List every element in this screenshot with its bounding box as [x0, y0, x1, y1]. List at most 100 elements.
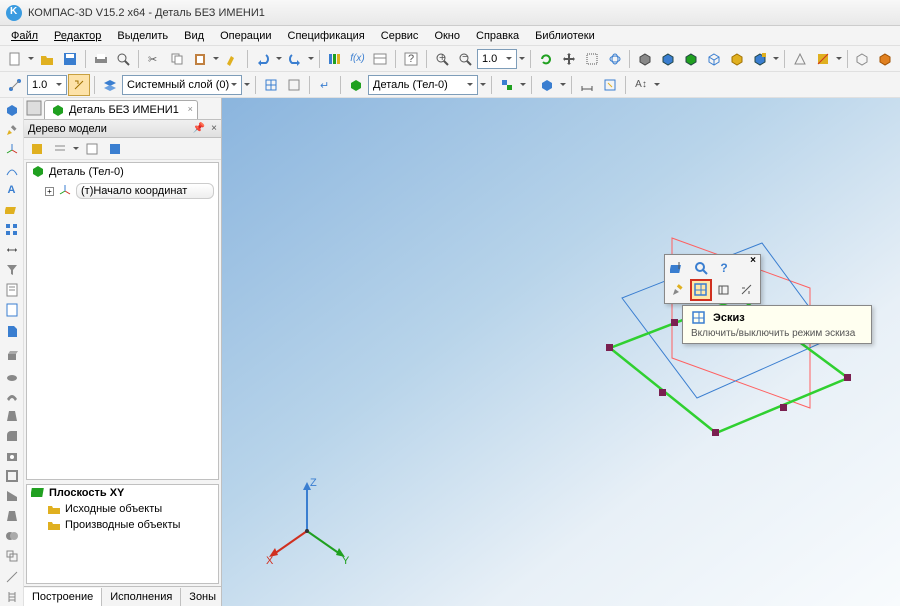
undo-btn[interactable] [252, 48, 274, 70]
print-btn[interactable] [90, 48, 112, 70]
vars-btn[interactable] [369, 48, 391, 70]
zoom-window-btn[interactable] [581, 48, 603, 70]
vt-report-icon[interactable] [2, 301, 22, 320]
tab-zones[interactable]: Зоны [181, 588, 225, 606]
tree-tool-4[interactable] [104, 138, 126, 160]
vt-loft-icon[interactable] [2, 406, 22, 425]
model-tree[interactable]: Деталь (Тел-0) + (т)Начало координат [26, 162, 219, 480]
ctx-pencil-icon[interactable] [667, 279, 689, 301]
render-btn[interactable] [496, 74, 518, 96]
vt-curve-icon[interactable] [2, 160, 22, 179]
vt-sweep-icon[interactable] [2, 386, 22, 405]
part-combo[interactable]: Деталь (Тел-0) [368, 75, 478, 95]
prop-btn[interactable]: ? [400, 48, 422, 70]
new-drop[interactable] [27, 57, 35, 60]
text-btn[interactable]: A↕ [630, 74, 652, 96]
menu-libraries[interactable]: Библиотеки [528, 28, 602, 44]
menu-spec[interactable]: Спецификация [281, 28, 372, 44]
vt-filter-icon[interactable] [2, 261, 22, 280]
pin-icon[interactable]: 📌 [193, 123, 205, 134]
snap-btn[interactable] [68, 74, 90, 96]
expand-icon[interactable]: + [45, 187, 54, 196]
menu-help[interactable]: Справка [469, 28, 526, 44]
simplify-btn[interactable] [852, 48, 874, 70]
vt-scale-icon[interactable] [2, 547, 22, 566]
rotate-btn[interactable] [604, 48, 626, 70]
vt-array-icon[interactable] [2, 221, 22, 240]
menu-select[interactable]: Выделить [110, 28, 175, 44]
shade-drop[interactable] [559, 83, 567, 86]
part-icon[interactable] [345, 74, 367, 96]
open-btn[interactable] [36, 48, 58, 70]
vt-edit-icon[interactable] [2, 120, 22, 139]
cut-btn[interactable]: ✂ [143, 48, 165, 70]
tab-nav-icon[interactable] [26, 100, 42, 116]
vt-fillet-icon[interactable] [2, 426, 22, 445]
menu-edit[interactable]: Редактор [47, 28, 108, 44]
sketch2-btn[interactable] [283, 74, 305, 96]
tab-build[interactable]: Построение [24, 588, 102, 606]
lower-child-2[interactable]: Производные объекты [27, 517, 218, 533]
section-btn[interactable] [812, 48, 834, 70]
ctx-sketch-icon[interactable] [690, 279, 712, 301]
pan-btn[interactable] [558, 48, 580, 70]
iso-drop[interactable] [772, 57, 780, 60]
tree-root[interactable]: Деталь (Тел-0) [27, 163, 218, 181]
ctx-zoom-icon[interactable] [690, 257, 712, 279]
iso4-btn[interactable] [703, 48, 725, 70]
sketch-mode-btn[interactable] [599, 74, 621, 96]
layer-combo[interactable]: Системный слой (0) [122, 75, 242, 95]
redo-btn[interactable] [284, 48, 306, 70]
shade-btn[interactable] [536, 74, 558, 96]
text-drop[interactable] [653, 83, 661, 86]
lower-child-1[interactable]: Исходные объекты [27, 501, 218, 517]
ctx-tool4-icon[interactable] [736, 279, 758, 301]
menu-window[interactable]: Окно [427, 28, 467, 44]
scale-combo[interactable]: 1.0 [27, 75, 67, 95]
cube-orange-btn[interactable] [874, 48, 896, 70]
tree-tool-3[interactable] [81, 138, 103, 160]
menu-view[interactable]: Вид [177, 28, 211, 44]
part-drop[interactable] [479, 83, 487, 86]
paste-drop[interactable] [212, 57, 220, 60]
zoom-in-btn[interactable]: + [431, 48, 453, 70]
iso3-btn[interactable] [680, 48, 702, 70]
persp-btn[interactable] [789, 48, 811, 70]
ctx-close-icon[interactable]: × [748, 255, 758, 266]
vt-draft-icon[interactable] [2, 507, 22, 526]
tool-a-btn[interactable]: ↵ [314, 74, 336, 96]
vt-shell-icon[interactable] [2, 466, 22, 485]
vt-surface-icon[interactable] [2, 200, 22, 219]
tab-exec[interactable]: Исполнения [102, 588, 181, 606]
vt-hole-icon[interactable] [2, 446, 22, 465]
zoom-out-btn[interactable]: − [454, 48, 476, 70]
lower-root[interactable]: Плоскость XY [27, 485, 218, 501]
copy-btn[interactable] [166, 48, 188, 70]
zoom-actions-drop[interactable] [518, 57, 526, 60]
viewport[interactable]: × ? Эскиз Включить/выключить режим эскиз… [222, 98, 900, 606]
layers-icon[interactable] [99, 74, 121, 96]
tree-tool-1[interactable] [26, 138, 48, 160]
vt-rib-icon[interactable] [2, 487, 22, 506]
undo-drop[interactable] [275, 57, 283, 60]
iso5-btn[interactable] [726, 48, 748, 70]
menu-operations[interactable]: Операции [213, 28, 278, 44]
fx-btn[interactable]: f(x) [347, 48, 369, 70]
refresh-btn[interactable] [535, 48, 557, 70]
menu-service[interactable]: Сервис [374, 28, 426, 44]
preview-btn[interactable] [113, 48, 135, 70]
vt-line-icon[interactable] [2, 567, 22, 586]
close-panel-icon[interactable]: × [211, 123, 217, 134]
iso1-btn[interactable] [634, 48, 656, 70]
layer-drop[interactable] [243, 83, 251, 86]
doc-tab[interactable]: Деталь БЕЗ ИМЕНИ1 × [44, 100, 198, 119]
dim-btn[interactable] [576, 74, 598, 96]
redo-drop[interactable] [307, 57, 315, 60]
vt-sheet-icon[interactable] [2, 321, 22, 340]
section-drop[interactable] [835, 57, 843, 60]
ctx-normal-to-icon[interactable] [667, 257, 689, 279]
brush-btn[interactable] [221, 48, 243, 70]
vt-thread-icon[interactable] [2, 587, 22, 606]
new-btn[interactable] [4, 48, 26, 70]
ctx-tool3-icon[interactable] [713, 279, 735, 301]
